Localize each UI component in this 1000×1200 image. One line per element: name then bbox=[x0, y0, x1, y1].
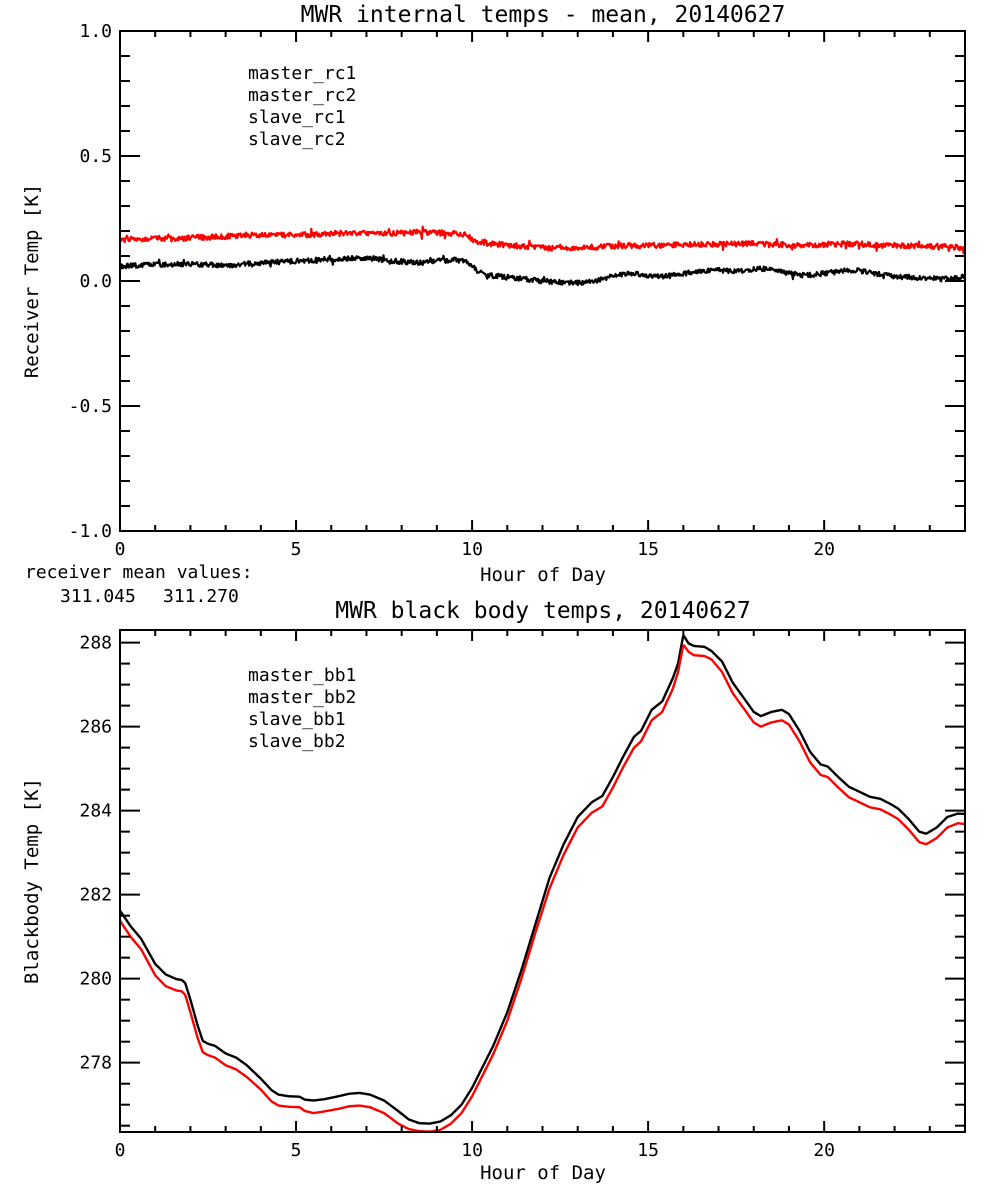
plot-frame bbox=[119, 30, 966, 532]
legend-slave_rc2: slave_rc2 bbox=[248, 129, 346, 150]
y-tick-label: 0.0 bbox=[79, 271, 112, 292]
x-axis-label: Hour of Day bbox=[480, 564, 606, 586]
x-tick-label: 10 bbox=[461, 539, 483, 560]
series-master_rc1 bbox=[120, 254, 965, 287]
legend-slave_bb2: slave_bb2 bbox=[248, 731, 346, 752]
x-tick-label: 10 bbox=[461, 1140, 483, 1161]
receiver-mean-label: receiver mean values: bbox=[25, 562, 253, 583]
plot-frame bbox=[119, 629, 966, 1133]
y-tick-label: 278 bbox=[79, 1053, 112, 1074]
legend-master_bb1: master_bb1 bbox=[248, 665, 356, 686]
bottom-chart: 0 5 10 15 20 278 280 282 284 286 288 MWR black body… bbox=[21, 598, 966, 1184]
y-tick-label: -0.5 bbox=[69, 396, 112, 417]
legend-slave_rc1: slave_rc1 bbox=[248, 107, 346, 128]
legend-master_rc2: master_rc2 bbox=[248, 85, 356, 106]
series-master_bb1 bbox=[120, 634, 965, 1125]
tick-labels: 0 5 10 15 20 278 280 282 284 286 288 bbox=[79, 633, 835, 1161]
chart-title: MWR black body temps, 20140627 bbox=[335, 598, 750, 624]
axis-ticks bbox=[119, 630, 966, 1132]
y-tick-label: 282 bbox=[79, 885, 112, 906]
x-tick-label: 0 bbox=[115, 1140, 126, 1161]
series-group bbox=[120, 634, 965, 1132]
y-tick-label: 1.0 bbox=[79, 21, 112, 42]
y-axis-label: Blackbody Temp [K] bbox=[21, 778, 43, 984]
series-master_bb2 bbox=[120, 644, 965, 1132]
y-tick-label: 0.5 bbox=[79, 146, 112, 167]
series-group bbox=[120, 225, 965, 287]
x-tick-label: 15 bbox=[637, 1140, 659, 1161]
tick-labels: 0 5 10 15 20 1.0 0.5 0.0 -0.5 -1.0 bbox=[69, 21, 835, 560]
x-axis-label: Hour of Day bbox=[480, 1162, 606, 1184]
chart-title: MWR internal temps - mean, 20140627 bbox=[301, 2, 786, 28]
y-axis-label: Receiver Temp [K] bbox=[21, 184, 43, 378]
y-tick-label: 280 bbox=[79, 969, 112, 990]
receiver-mean-value-1: 311.045 bbox=[60, 586, 136, 607]
y-tick-label: 286 bbox=[79, 717, 112, 738]
legend-slave_bb1: slave_bb1 bbox=[248, 709, 346, 730]
x-tick-label: 5 bbox=[291, 539, 302, 560]
x-tick-label: 15 bbox=[637, 539, 659, 560]
x-tick-label: 5 bbox=[291, 1140, 302, 1161]
top-chart: 0 5 10 15 20 1.0 0.5 0.0 -0.5 -1.0 MWR internal te… bbox=[21, 2, 966, 607]
y-tick-label: 284 bbox=[79, 801, 112, 822]
receiver-mean-value-2: 311.270 bbox=[163, 586, 239, 607]
series-master_rc2 bbox=[120, 225, 965, 255]
x-tick-label: 0 bbox=[115, 539, 126, 560]
x-tick-label: 20 bbox=[813, 539, 835, 560]
y-tick-label: -1.0 bbox=[69, 521, 112, 542]
legend-master_rc1: master_rc1 bbox=[248, 63, 356, 84]
legend-master_bb2: master_bb2 bbox=[248, 687, 356, 708]
x-tick-label: 20 bbox=[813, 1140, 835, 1161]
y-tick-label: 288 bbox=[79, 633, 112, 654]
